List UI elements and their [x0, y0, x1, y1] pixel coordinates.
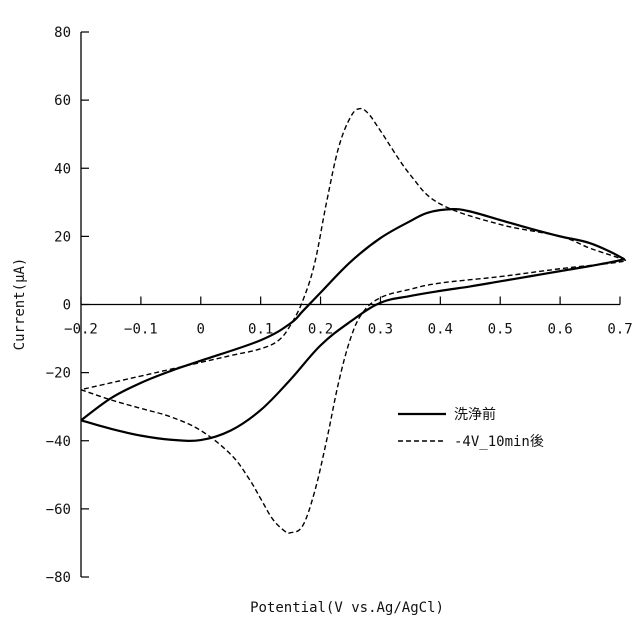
y-tick-label: −80: [46, 570, 71, 586]
x-tick-label: 0.2: [308, 322, 333, 338]
axes: 806040200−20−40−60−80−0.2−0.100.10.20.30…: [46, 25, 633, 586]
y-axis-label: Current(μA): [12, 258, 28, 351]
y-tick-label: −60: [46, 502, 71, 518]
y-tick-label: 0: [63, 298, 71, 314]
legend-label: -4V_10min後: [454, 434, 544, 450]
x-tick-label: 0.7: [607, 322, 632, 338]
x-tick-label: −0.2: [64, 322, 98, 338]
legend-label: 洗浄前: [454, 406, 496, 423]
x-tick-label: −0.1: [124, 322, 158, 338]
legend: 洗浄前 -4V_10min後: [398, 406, 544, 450]
y-tick-label: 40: [54, 161, 71, 177]
x-tick-label: 0.3: [368, 322, 393, 338]
series-line-before-cleaning: [81, 209, 624, 441]
series-line-after-treatment: [81, 109, 626, 534]
x-tick-label: 0.4: [428, 322, 453, 338]
x-axis-label: Potential(V vs.Ag/AgCl): [250, 600, 444, 616]
x-tick-label: 0.5: [488, 322, 513, 338]
cyclic-voltammogram-chart: 806040200−20−40−60−80−0.2−0.100.10.20.30…: [0, 0, 640, 640]
y-tick-label: −20: [46, 366, 71, 382]
x-tick-label: 0.6: [547, 322, 572, 338]
y-tick-label: 80: [54, 25, 71, 41]
series-layer: [81, 109, 626, 534]
x-tick-label: 0: [197, 322, 205, 338]
y-tick-label: 60: [54, 93, 71, 109]
y-tick-label: −40: [46, 434, 71, 450]
y-tick-label: 20: [54, 229, 71, 245]
